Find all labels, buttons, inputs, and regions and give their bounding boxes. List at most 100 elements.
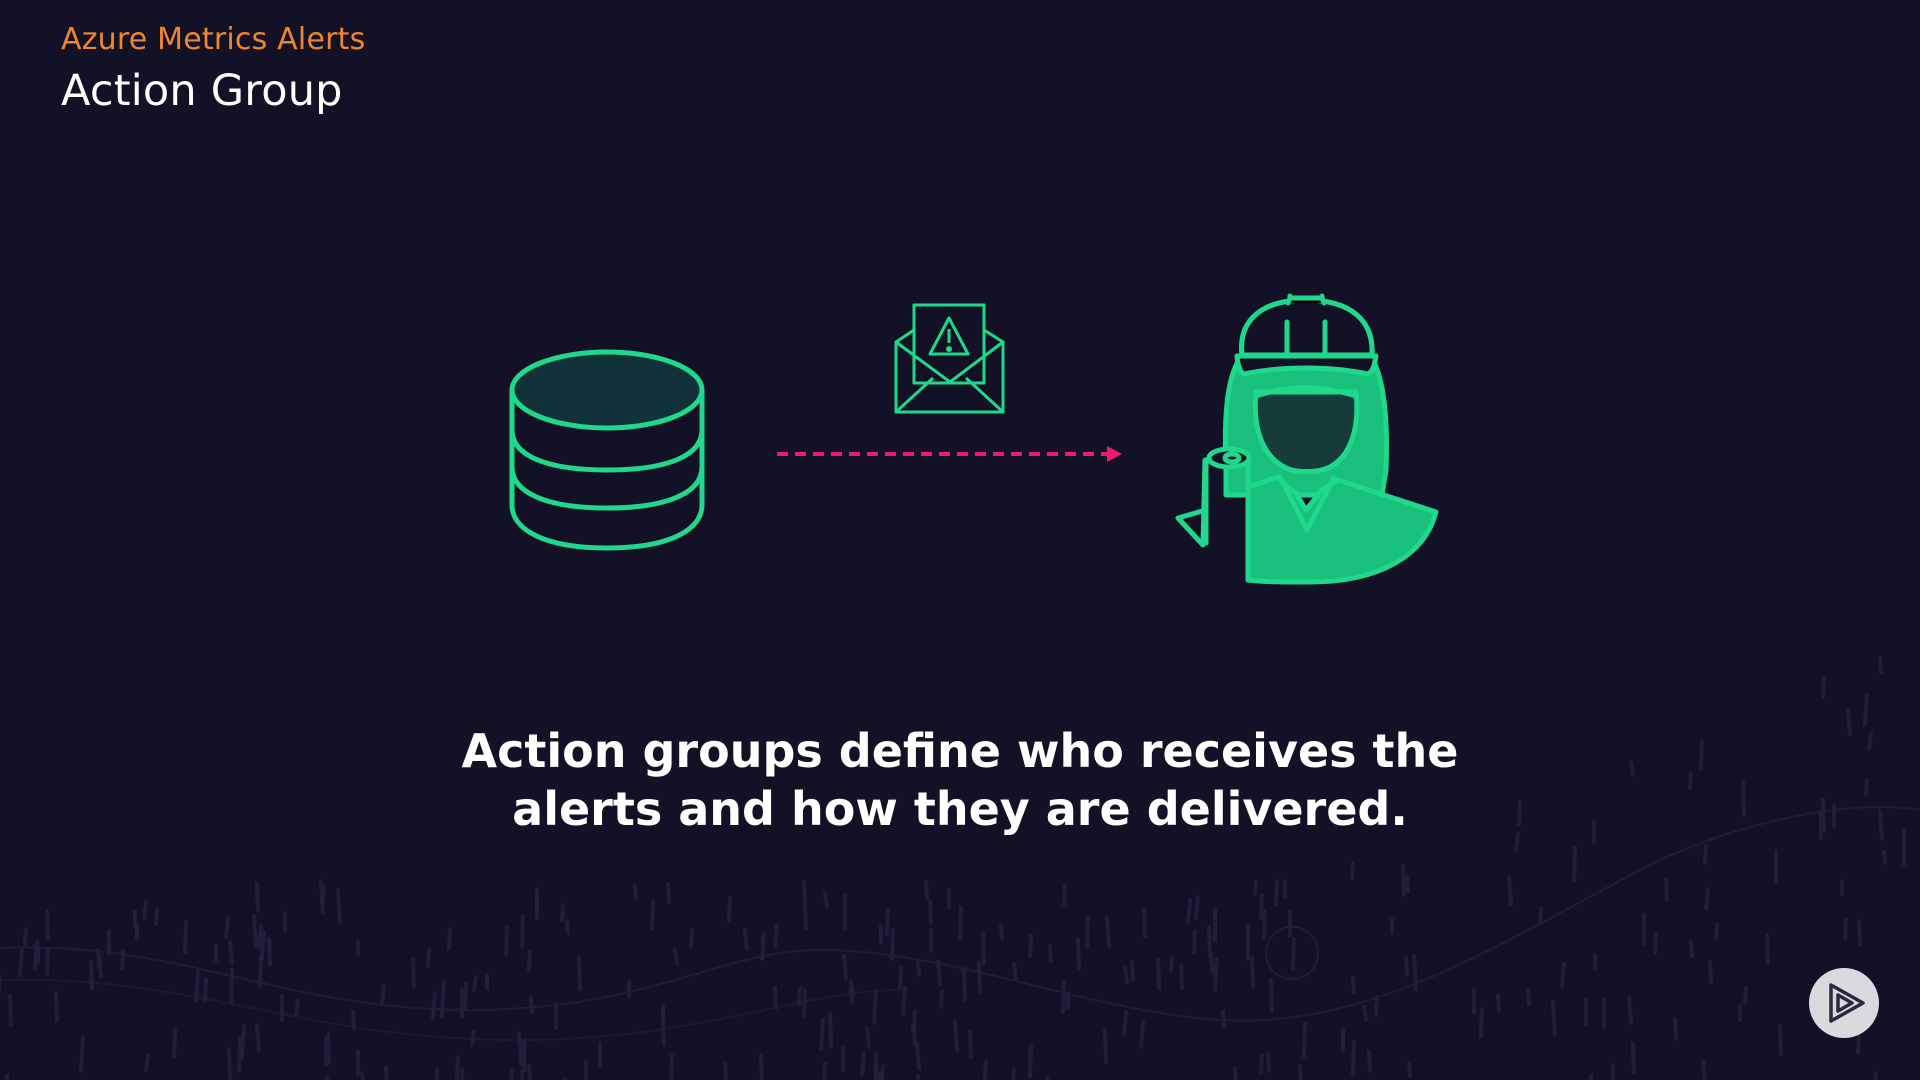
background-dash	[901, 985, 907, 1016]
background-dash	[1262, 909, 1267, 940]
background-dash	[1479, 1007, 1484, 1038]
background-dash	[977, 961, 982, 995]
background-dash	[360, 1071, 365, 1080]
background-dash	[527, 1064, 533, 1080]
background-dash	[1192, 929, 1197, 955]
background-dash	[1689, 940, 1694, 959]
background-dash	[228, 940, 234, 965]
background-dash	[962, 967, 967, 1002]
play-logo-button[interactable]	[1809, 968, 1879, 1038]
background-dash	[1627, 996, 1633, 1025]
background-dash	[520, 914, 525, 949]
background-dash	[472, 975, 478, 992]
background-dash	[1186, 907, 1191, 924]
background-dash	[89, 960, 94, 991]
background-dash	[1882, 849, 1887, 865]
background-dash	[981, 931, 986, 966]
background-dash	[669, 1054, 674, 1080]
background-dash	[1572, 846, 1577, 883]
background-dash	[45, 909, 50, 941]
background-dash	[842, 953, 848, 981]
background-dash	[1142, 907, 1147, 938]
background-dash	[470, 1029, 476, 1047]
background-dash	[802, 880, 807, 909]
background-dash	[1130, 960, 1135, 982]
background-dash	[1743, 986, 1748, 1005]
background-dash	[1873, 1071, 1878, 1080]
background-dash	[1351, 1040, 1356, 1077]
background-dash	[1517, 800, 1522, 826]
background-dash	[411, 957, 416, 988]
background-dash	[661, 1019, 666, 1047]
background-dash	[958, 905, 963, 941]
background-dash	[447, 927, 452, 951]
background-dash	[890, 928, 895, 961]
background-dash	[1514, 832, 1520, 852]
background-dash	[1878, 656, 1883, 674]
background-dash	[819, 1018, 825, 1051]
background-dash	[1194, 895, 1200, 920]
background-dash	[1821, 676, 1826, 699]
database-icon	[509, 349, 705, 551]
background-dash	[928, 899, 933, 925]
background-dash	[1105, 916, 1111, 948]
background-dash	[1404, 956, 1409, 977]
background-dash	[229, 967, 234, 1004]
dashed-arrow	[777, 446, 1122, 462]
background-dash	[294, 998, 300, 1016]
background-dash	[96, 948, 102, 972]
background-dash	[1778, 1024, 1783, 1056]
background-dash	[1351, 976, 1356, 994]
background-dash	[860, 1051, 866, 1077]
background-dash	[183, 920, 188, 954]
background-dash	[633, 884, 638, 901]
background-dash	[527, 949, 532, 972]
background-dash	[1864, 778, 1869, 796]
background-dash	[1863, 693, 1869, 727]
background-dash	[1362, 1005, 1368, 1022]
background-dash	[144, 1054, 150, 1072]
background-dash	[1538, 906, 1543, 924]
background-dash	[773, 923, 779, 948]
background-dash	[79, 1035, 85, 1073]
background-dash	[1011, 1067, 1016, 1080]
background-dash	[1123, 966, 1129, 984]
background-dash	[1274, 879, 1279, 906]
background-dash	[1291, 937, 1296, 971]
background-dash	[1012, 962, 1018, 981]
background-dash	[797, 986, 802, 1007]
background-dash	[1139, 1020, 1145, 1049]
section-subtitle: Azure Metrics Alerts	[61, 22, 366, 57]
background-dash	[743, 928, 749, 951]
background-dash	[759, 1053, 764, 1080]
background-dash	[1122, 1010, 1128, 1037]
background-dash	[982, 1059, 988, 1080]
background-dash	[1076, 937, 1081, 971]
background-dash	[560, 903, 565, 922]
background-dash	[924, 880, 929, 900]
background-dash	[120, 949, 125, 970]
background-dash	[1213, 957, 1219, 992]
background-dash	[939, 990, 944, 1009]
background-dash	[1701, 1059, 1707, 1080]
background-dash	[154, 907, 159, 926]
background-dash	[258, 955, 263, 988]
background-dash	[666, 882, 671, 904]
background-dash	[45, 947, 50, 976]
background-dash	[915, 1042, 921, 1071]
background-dash	[828, 1012, 833, 1049]
background-dash	[1062, 883, 1067, 906]
background-dash	[504, 925, 509, 957]
background-dash	[455, 1055, 460, 1080]
alert-envelope-icon	[894, 303, 1005, 414]
background-dash	[1688, 772, 1693, 790]
background-dash	[1269, 978, 1274, 1014]
background-dash	[1302, 1022, 1307, 1058]
background-dash	[142, 900, 148, 920]
background-dash	[380, 984, 386, 1007]
background-dash	[336, 888, 342, 925]
background-dash	[460, 1068, 465, 1080]
background-dash	[1699, 739, 1704, 770]
